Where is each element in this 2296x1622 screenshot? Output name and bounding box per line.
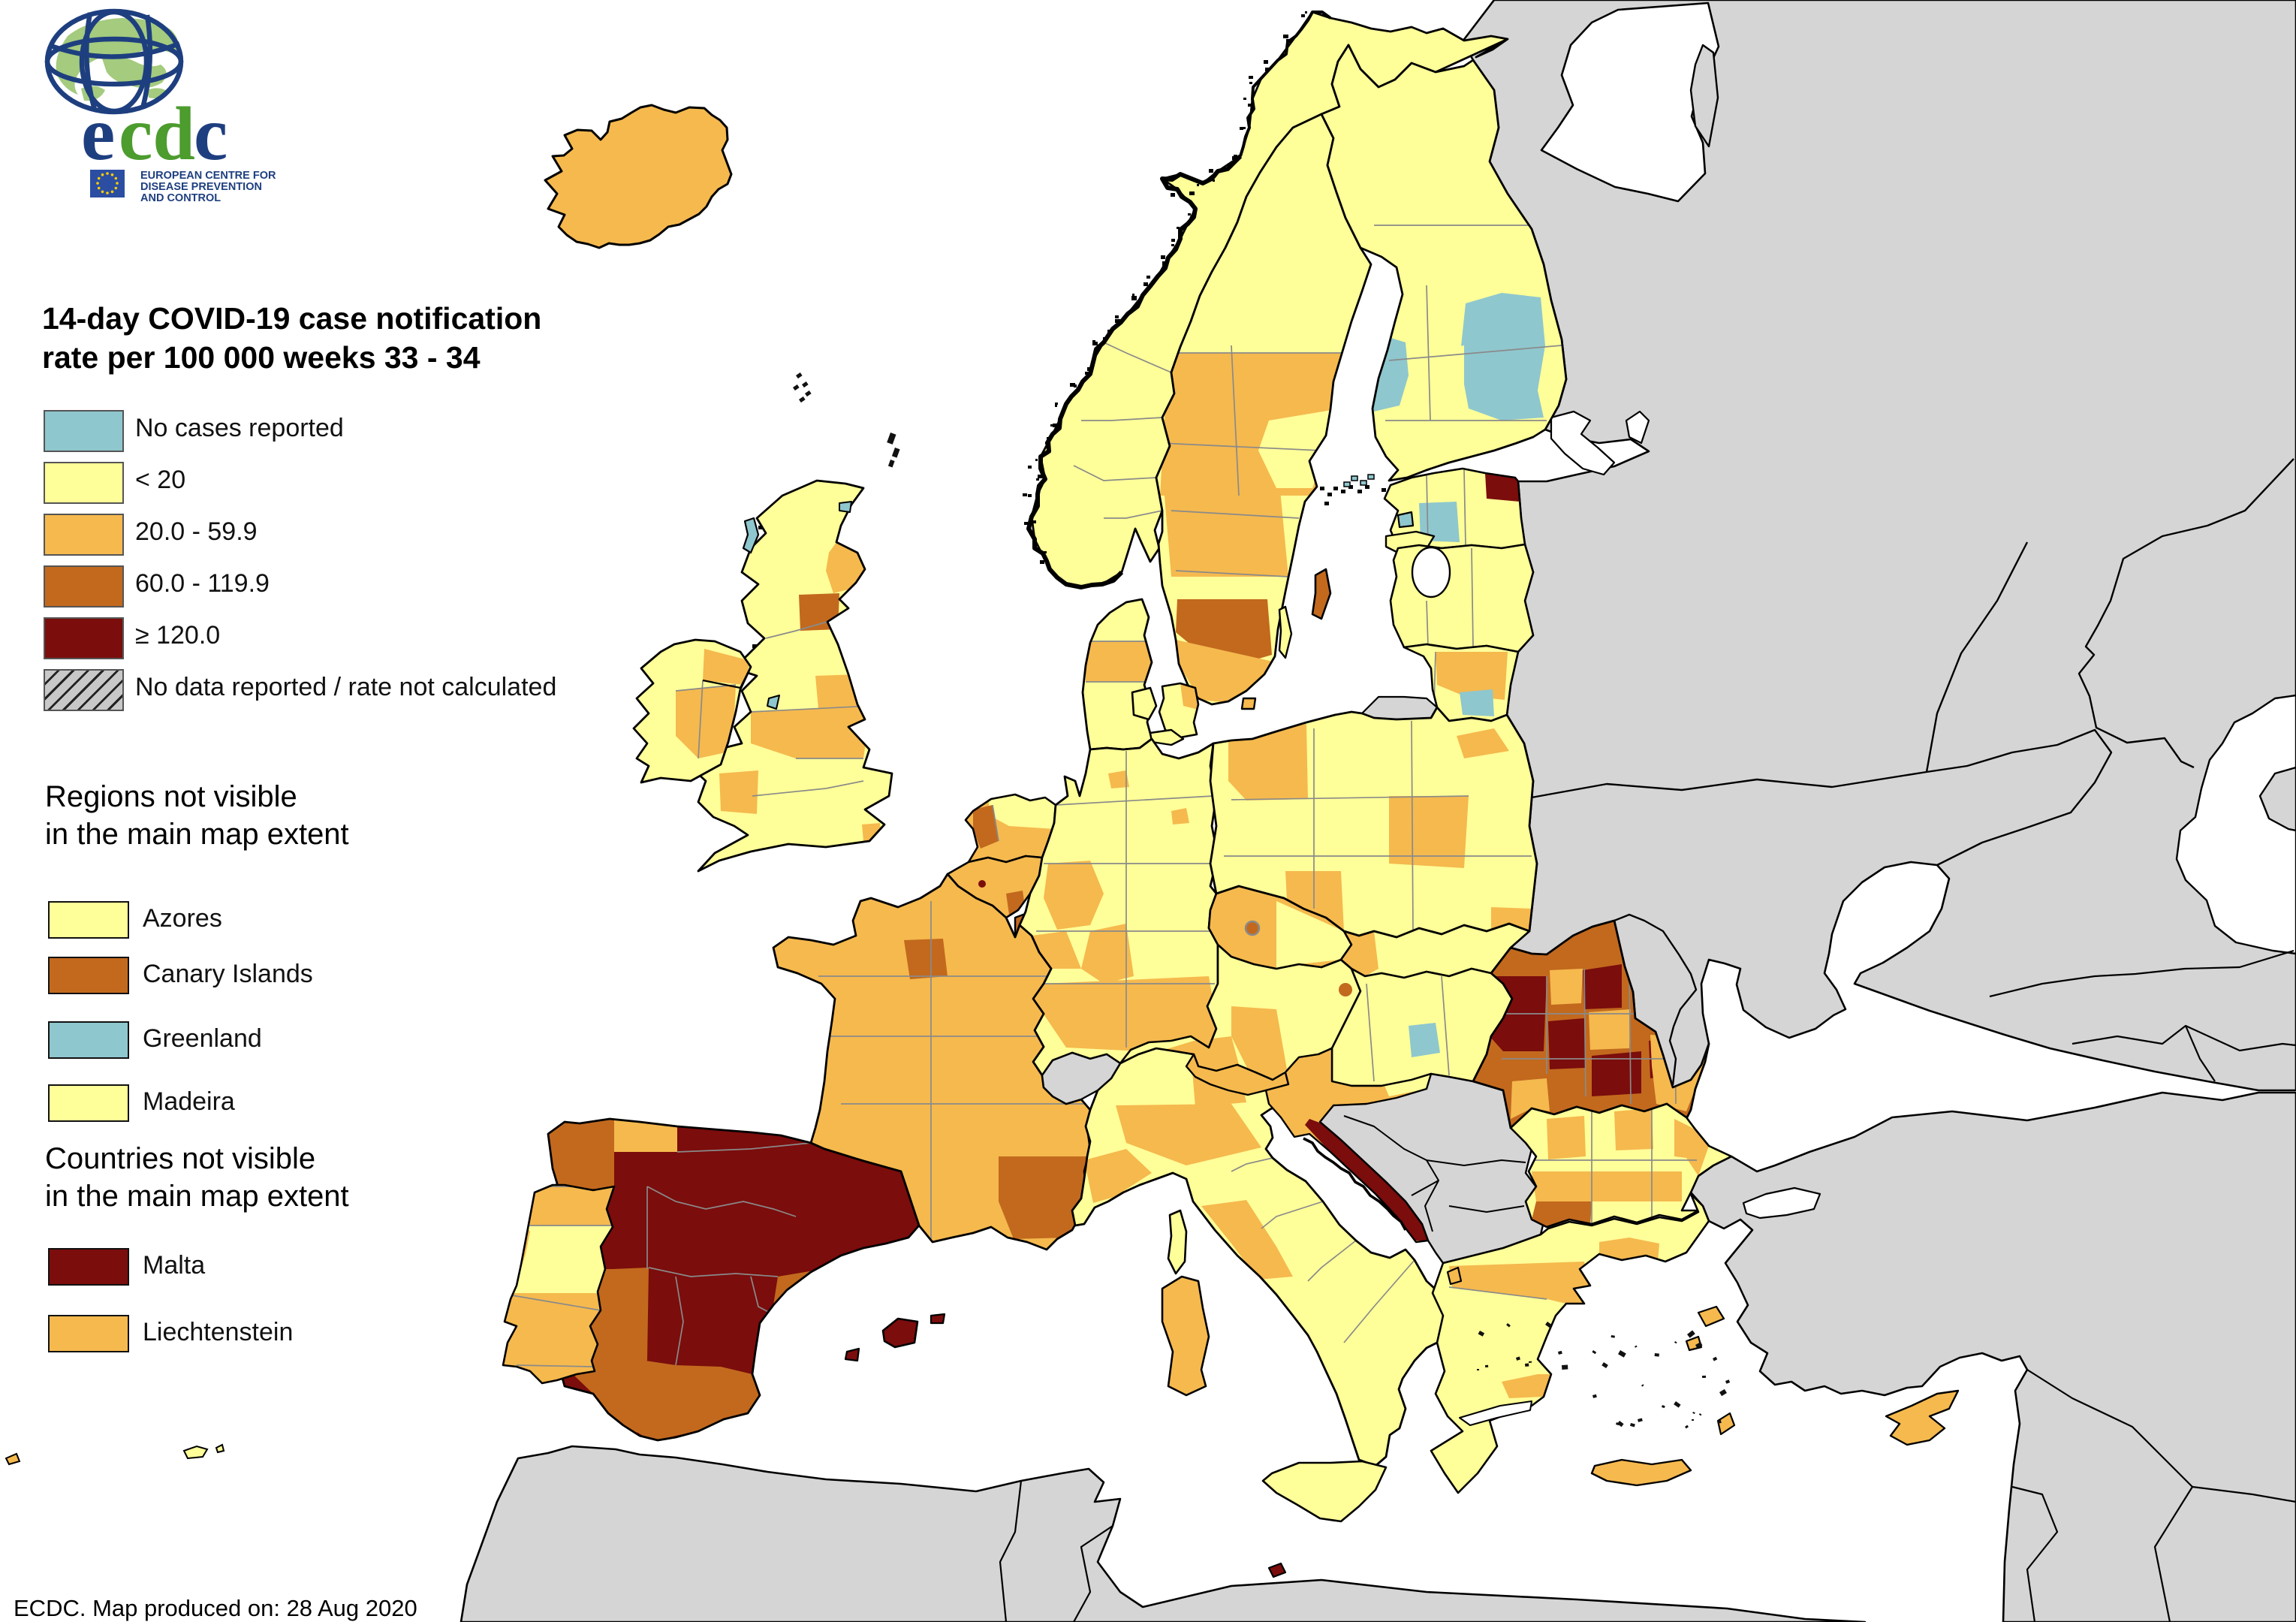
svg-text:EUROPEAN CENTRE FOR: EUROPEAN CENTRE FOR: [140, 170, 276, 182]
svg-text:cd: cd: [119, 92, 195, 176]
svg-text:e: e: [81, 92, 115, 176]
svg-text:DISEASE PREVENTION: DISEASE PREVENTION: [140, 181, 262, 193]
svg-text:c: c: [194, 92, 227, 176]
svg-text:AND CONTROL: AND CONTROL: [140, 192, 221, 204]
